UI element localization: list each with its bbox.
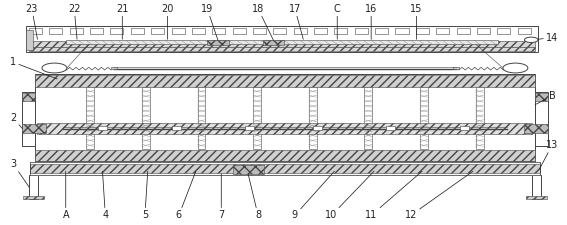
Text: 22: 22 — [68, 4, 81, 39]
Bar — [535, 93, 548, 101]
Bar — [22, 93, 35, 101]
Bar — [335, 28, 348, 34]
Bar — [29, 28, 42, 34]
Text: 9: 9 — [292, 171, 335, 220]
Bar — [30, 162, 540, 175]
Bar — [355, 28, 368, 34]
Bar — [90, 28, 103, 34]
Bar — [197, 87, 205, 149]
Text: 21: 21 — [116, 4, 129, 39]
Text: 3: 3 — [10, 159, 29, 187]
Bar — [518, 28, 531, 34]
Text: 20: 20 — [162, 4, 174, 39]
Bar — [365, 87, 373, 149]
Bar — [313, 126, 322, 130]
Text: 8: 8 — [248, 174, 261, 220]
Text: 2: 2 — [10, 113, 22, 128]
Bar — [524, 124, 548, 133]
Text: 12: 12 — [405, 171, 473, 220]
Text: 7: 7 — [218, 174, 225, 220]
Text: 14: 14 — [538, 33, 558, 43]
Bar — [375, 28, 388, 34]
Circle shape — [42, 63, 67, 73]
Bar — [23, 196, 44, 199]
Text: 13: 13 — [540, 140, 558, 169]
Text: 16: 16 — [365, 4, 377, 39]
Bar — [535, 92, 548, 146]
Bar — [263, 40, 284, 45]
Bar — [35, 150, 535, 161]
Bar — [212, 28, 225, 34]
Bar — [532, 175, 541, 199]
Bar — [171, 126, 180, 130]
Text: 6: 6 — [176, 171, 196, 220]
Bar — [35, 75, 535, 87]
Bar — [253, 87, 261, 149]
Text: 11: 11 — [365, 171, 422, 220]
Bar — [253, 28, 266, 34]
Text: 15: 15 — [411, 4, 422, 39]
Bar — [29, 175, 38, 199]
Bar — [35, 74, 535, 161]
Bar — [111, 67, 117, 69]
Bar — [131, 28, 144, 34]
Bar — [497, 28, 510, 34]
Bar — [207, 40, 229, 45]
Text: A: A — [62, 171, 69, 220]
Bar — [314, 28, 327, 34]
Bar — [30, 173, 540, 175]
Bar — [151, 28, 164, 34]
Bar — [111, 28, 124, 34]
Bar — [192, 28, 205, 34]
Text: 18: 18 — [252, 4, 273, 40]
Text: 5: 5 — [142, 171, 148, 220]
Bar — [22, 124, 46, 133]
Bar — [30, 162, 540, 164]
Text: 1: 1 — [10, 57, 57, 79]
Bar — [420, 87, 428, 149]
Bar — [273, 28, 286, 34]
Bar — [98, 126, 107, 130]
Bar — [29, 41, 535, 47]
Text: 4: 4 — [102, 171, 108, 220]
Bar — [456, 28, 469, 34]
Bar — [171, 28, 184, 34]
Text: 17: 17 — [289, 4, 303, 39]
Bar — [66, 40, 498, 44]
Bar — [309, 87, 317, 149]
Bar — [232, 165, 264, 174]
Bar — [29, 47, 535, 51]
Bar — [26, 26, 538, 52]
Bar — [86, 87, 94, 149]
Bar — [232, 28, 246, 34]
Bar — [22, 92, 35, 146]
Bar — [526, 196, 547, 199]
Bar — [396, 28, 408, 34]
Bar — [477, 28, 490, 34]
Circle shape — [503, 63, 528, 73]
Text: 23: 23 — [26, 4, 38, 39]
Bar — [387, 126, 396, 130]
Bar — [26, 30, 33, 50]
Bar — [453, 67, 459, 69]
Bar — [460, 126, 469, 130]
Text: B: B — [535, 91, 556, 105]
Bar — [416, 28, 429, 34]
Bar — [476, 87, 484, 149]
Circle shape — [524, 37, 538, 43]
Bar — [142, 87, 150, 149]
Bar — [436, 28, 449, 34]
Text: 19: 19 — [201, 4, 218, 40]
Text: 10: 10 — [325, 171, 374, 220]
Bar — [37, 123, 532, 134]
Bar — [49, 28, 62, 34]
Bar — [294, 28, 307, 34]
Bar — [70, 28, 83, 34]
Bar — [245, 126, 254, 130]
Text: C: C — [334, 4, 341, 39]
